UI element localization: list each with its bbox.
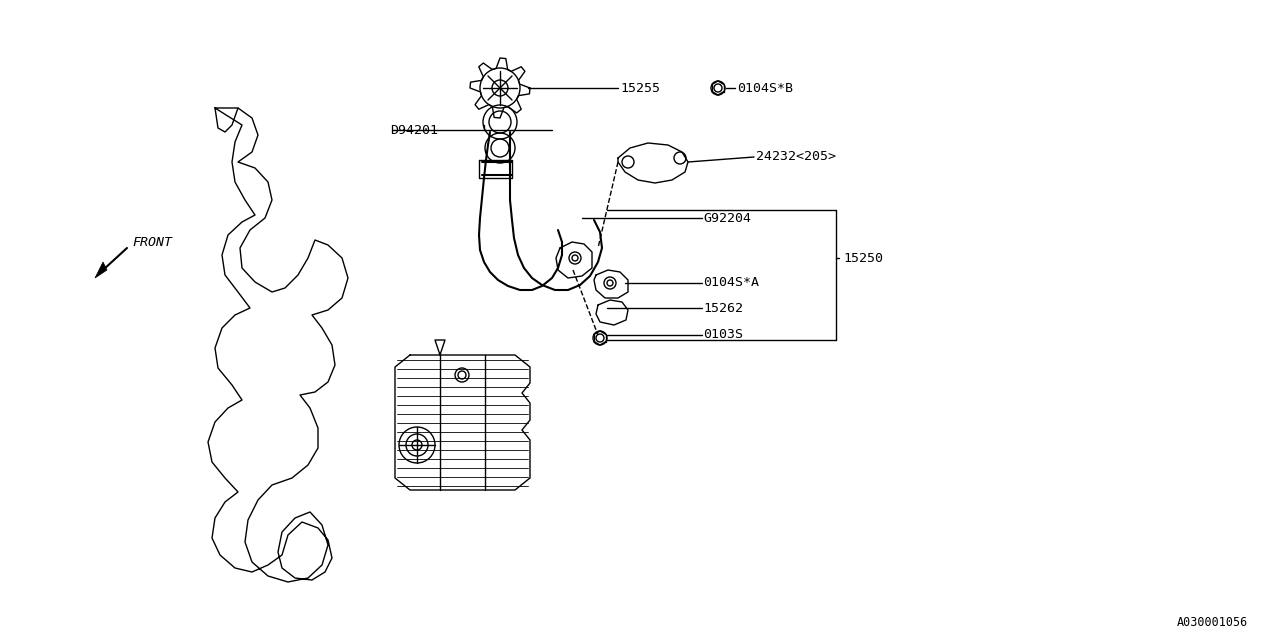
Text: D94201: D94201 [390,124,438,136]
Text: 0103S: 0103S [703,328,742,342]
Text: 15262: 15262 [703,301,742,314]
Text: 15255: 15255 [620,81,660,95]
Text: 0104S*A: 0104S*A [703,276,759,289]
Text: 15250: 15250 [844,252,883,264]
Text: FRONT: FRONT [132,237,172,250]
Text: A030001056: A030001056 [1176,616,1248,628]
Text: G92204: G92204 [703,211,751,225]
Polygon shape [95,262,108,278]
Text: 0104S*B: 0104S*B [737,81,794,95]
Text: 24232<205>: 24232<205> [756,150,836,163]
